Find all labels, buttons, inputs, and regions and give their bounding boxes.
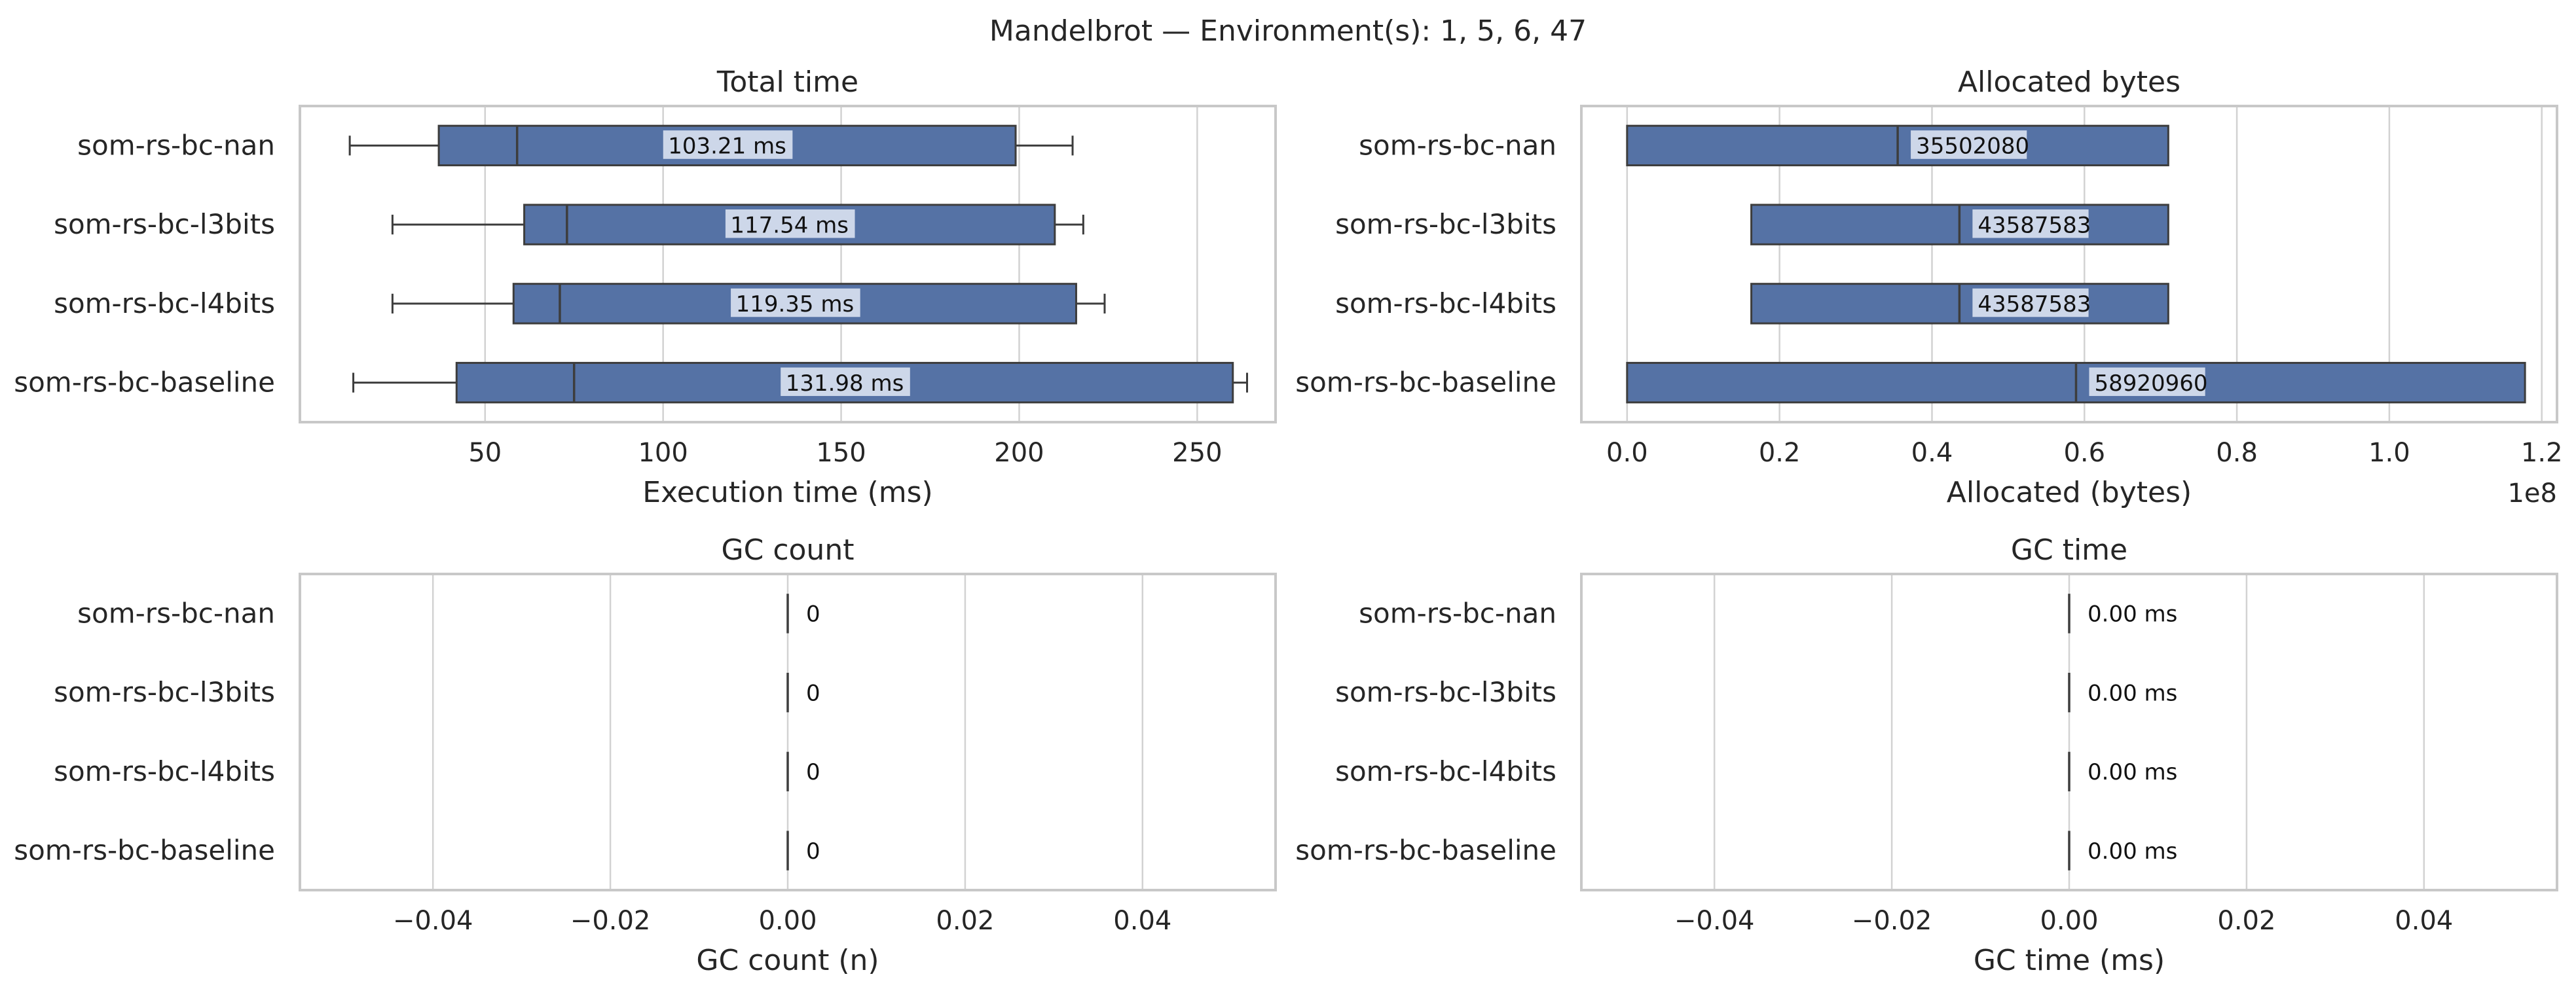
chart-title: GC count (722, 533, 855, 567)
chart-title: Total time (716, 65, 858, 99)
box-allocated-bytes-2 (1750, 204, 2169, 245)
value-label-background (725, 209, 855, 238)
box-allocated-bytes-3 (1750, 283, 2169, 325)
x-axis-label: Allocated (bytes) (1947, 476, 2192, 509)
axis-offset-label: 1e8 (2507, 478, 2557, 509)
x-tick-label: 0.00 (758, 906, 817, 936)
x-tick-label: 0.0 (1606, 438, 1648, 468)
x-tick-label: 0.00 (2040, 906, 2098, 936)
plot-frame (1580, 573, 2558, 891)
value-label: 35502080 (1916, 134, 2029, 160)
x-tick-label: 200 (994, 438, 1044, 468)
category-label: som-rs-bc-baseline (1295, 834, 1556, 867)
x-tick-label: 1.2 (2521, 438, 2563, 468)
figure-title: Mandelbrot — Environment(s): 1, 5, 6, 47 (989, 14, 1587, 48)
x-tick-label: 250 (1172, 438, 1222, 468)
value-label: 0.00 ms (2088, 601, 2177, 628)
x-axis-label: GC count (n) (696, 944, 879, 977)
category-label: som-rs-bc-l4bits (54, 287, 275, 319)
chart-title: GC time (2011, 533, 2127, 567)
value-label-background (1972, 288, 2089, 317)
x-tick-label: −0.04 (1674, 906, 1755, 936)
value-label: 43587583 (1978, 291, 2091, 317)
plot-frame (299, 105, 1277, 423)
x-tick-label: 0.02 (936, 906, 994, 936)
category-label: som-rs-bc-baseline (14, 367, 275, 399)
value-label: 0.00 ms (2088, 759, 2177, 785)
value-label: 0.00 ms (2088, 838, 2177, 865)
chart-gc-count: GC count −0.04 −0.02 0.00 0.02 0.04 GC count (… (14, 533, 1277, 977)
x-tick-label: 100 (638, 438, 688, 468)
category-label: som-rs-bc-l3bits (54, 676, 275, 708)
category-label: som-rs-bc-baseline (14, 834, 275, 867)
chart-allocated-bytes: Allocated bytes 0.0 0.2 0.4 0.6 0.8 1.0 1.2 Allo… (1295, 65, 2562, 509)
value-label-background (781, 367, 910, 397)
x-tick-label: 1.0 (2368, 438, 2410, 468)
x-tick-label: 0.4 (1911, 438, 1953, 468)
x-tick-label: 0.04 (2395, 906, 2453, 936)
value-label: 0.00 ms (2088, 680, 2177, 706)
x-tick-label: −0.02 (1852, 906, 1932, 936)
chart-total-time: Total time 50 100 150 200 250 Execution time (… (14, 65, 1277, 509)
x-tick-label: 0.8 (2216, 438, 2258, 468)
category-label: som-rs-bc-l3bits (54, 208, 275, 240)
category-label: som-rs-bc-l4bits (54, 755, 275, 787)
value-label-background (1911, 130, 2027, 159)
category-label: som-rs-bc-nan (77, 129, 275, 161)
category-label: som-rs-bc-nan (1359, 597, 1556, 629)
category-label: som-rs-bc-l3bits (1335, 208, 1556, 240)
x-axis-label: GC time (ms) (1974, 944, 2165, 977)
value-label: 58920960 (2094, 370, 2207, 397)
box-allocated-bytes-1 (1626, 124, 2169, 167)
value-label: 43587583 (1978, 212, 2091, 238)
x-tick-label: −0.02 (570, 906, 651, 936)
category-label: som-rs-bc-nan (77, 597, 275, 629)
x-axis-label: Execution time (ms) (642, 476, 932, 509)
value-label: 0 (806, 601, 820, 628)
value-label: 131.98 ms (786, 370, 904, 397)
x-tick-label: 0.6 (2063, 438, 2105, 468)
value-label-background (731, 288, 860, 317)
chart-title: Allocated bytes (1958, 65, 2180, 99)
box-allocated-bytes-4 (1626, 361, 2526, 404)
value-label: 103.21 ms (668, 134, 786, 160)
x-tick-label: 150 (816, 438, 866, 468)
x-tick-label: 0.02 (2217, 906, 2275, 936)
category-label: som-rs-bc-l4bits (1335, 287, 1556, 319)
x-tick-label: 0.2 (1759, 438, 1801, 468)
x-tick-label: 50 (468, 438, 502, 468)
value-label-background (1972, 209, 2089, 238)
category-label: som-rs-bc-nan (1359, 129, 1556, 161)
chart-gc-time: GC time −0.04 −0.02 0.00 0.02 0.04 GC time (ms… (1295, 533, 2558, 977)
category-label: som-rs-bc-l3bits (1335, 676, 1556, 708)
plot-frame (1580, 105, 2558, 423)
value-label: 0 (806, 759, 820, 785)
value-label: 0 (806, 680, 820, 706)
x-tick-label: 0.04 (1113, 906, 1171, 936)
value-label-background (663, 130, 793, 159)
value-label-background (2089, 367, 2205, 397)
value-label: 119.35 ms (736, 291, 855, 317)
value-label: 117.54 ms (730, 212, 849, 238)
value-label: 0 (806, 838, 820, 865)
category-label: som-rs-bc-l4bits (1335, 755, 1556, 787)
category-label: som-rs-bc-baseline (1295, 367, 1556, 399)
x-tick-label: −0.04 (393, 906, 473, 936)
plot-frame (299, 573, 1277, 891)
